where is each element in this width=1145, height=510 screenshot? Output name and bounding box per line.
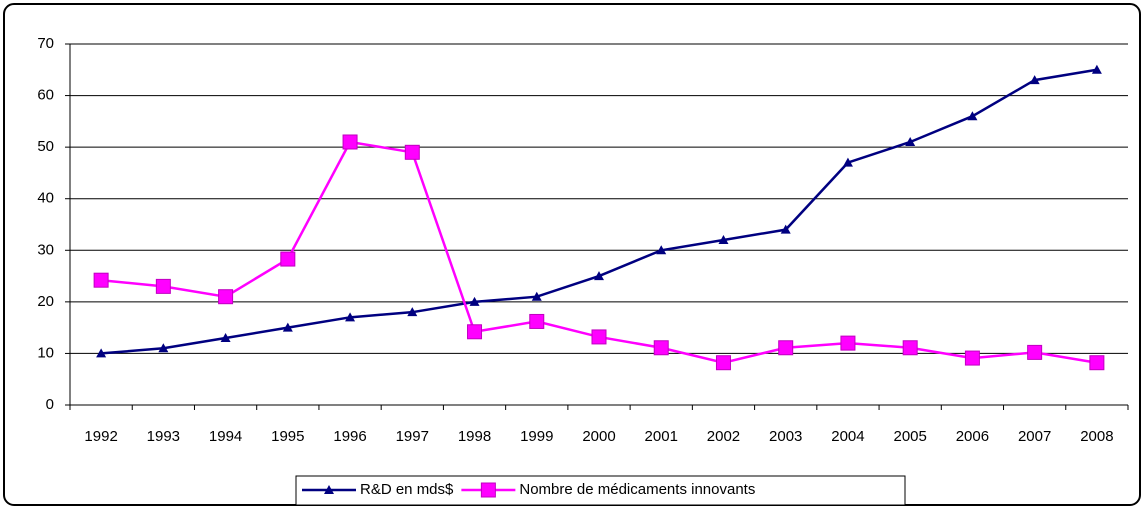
data-point (842, 157, 853, 167)
y-tick-label: 60 (37, 87, 54, 104)
x-tick-label: 2007 (1018, 428, 1051, 445)
data-point (1089, 355, 1105, 371)
legend-marker (324, 485, 334, 494)
x-tick-label: 2006 (956, 428, 989, 445)
data-point (467, 324, 483, 340)
legend-box (295, 475, 906, 506)
x-tick-label: 1995 (271, 428, 304, 445)
data-point (1091, 64, 1102, 74)
data-point (967, 111, 978, 121)
x-tick-label: 1998 (458, 428, 491, 445)
data-point (345, 312, 356, 322)
x-tick-label: 1993 (147, 428, 180, 445)
data-point (778, 340, 794, 356)
data-point (594, 271, 604, 281)
x-tick-label: 2001 (645, 428, 678, 445)
x-tick-label: 2004 (831, 428, 864, 445)
y-tick-label: 20 (37, 293, 54, 310)
y-tick-label: 10 (37, 344, 54, 361)
x-tick-label: 1997 (396, 428, 429, 445)
legend-label: R&D en mds$ (360, 481, 454, 498)
data-point (591, 329, 607, 345)
legend-label: Nombre de médicaments innovants (519, 481, 755, 498)
data-point (155, 278, 171, 294)
data-point (656, 245, 667, 255)
data-point (902, 340, 918, 356)
x-tick-label: 1992 (84, 428, 117, 445)
data-point (780, 224, 791, 234)
data-point (218, 289, 234, 305)
y-tick-label: 0 (46, 396, 54, 413)
data-point (529, 313, 545, 329)
y-tick-label: 40 (37, 190, 54, 207)
data-point (1027, 344, 1043, 360)
x-tick-label: 2000 (582, 428, 615, 445)
x-tick-label: 2008 (1080, 428, 1113, 445)
data-point (905, 136, 916, 146)
x-tick-label: 1994 (209, 428, 242, 445)
data-point (840, 335, 856, 351)
y-tick-label: 70 (37, 35, 54, 52)
data-point (280, 251, 296, 267)
data-point (469, 296, 480, 306)
x-tick-label: 2002 (707, 428, 740, 445)
data-point (718, 234, 729, 244)
y-tick-label: 50 (37, 138, 54, 155)
y-tick-label: 30 (37, 241, 54, 258)
data-point (407, 307, 418, 317)
x-tick-label: 2003 (769, 428, 802, 445)
data-point (342, 134, 358, 150)
data-point (158, 343, 169, 353)
data-point (220, 332, 231, 342)
x-tick-label: 1999 (520, 428, 553, 445)
x-tick-label: 2005 (893, 428, 926, 445)
data-point (404, 144, 420, 160)
legend-marker (480, 482, 496, 498)
data-point (1029, 75, 1040, 85)
data-point (282, 322, 293, 332)
data-point (964, 350, 980, 366)
data-point (531, 291, 542, 301)
data-point (93, 272, 109, 288)
data-point (96, 348, 107, 358)
x-tick-label: 1996 (333, 428, 366, 445)
data-point (715, 355, 731, 371)
data-point (653, 340, 669, 356)
